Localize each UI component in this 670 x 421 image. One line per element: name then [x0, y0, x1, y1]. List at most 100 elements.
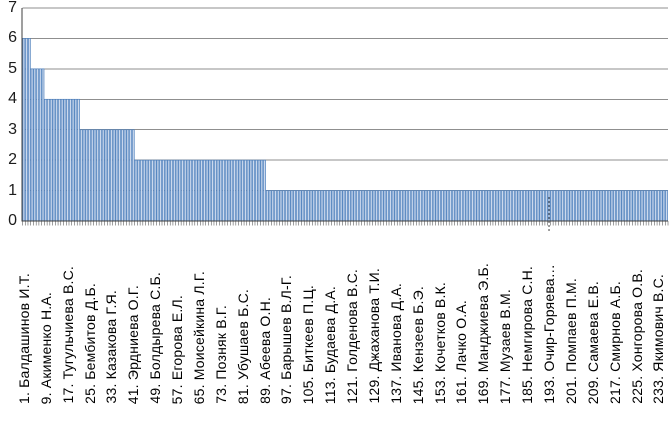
bar — [131, 129, 135, 222]
bar — [219, 159, 223, 222]
bar — [487, 190, 491, 222]
bar — [405, 190, 409, 222]
bar — [47, 98, 50, 222]
bar — [38, 68, 42, 222]
bar — [378, 190, 381, 222]
x-axis-tick-label: 169. Манджиева Э.Б. — [475, 262, 492, 404]
bar — [55, 98, 59, 222]
x-axis-tick-label: 33. Казакова Г.Я. — [103, 290, 120, 404]
bar — [77, 98, 80, 222]
bar — [118, 129, 121, 222]
bar — [28, 38, 31, 222]
bar — [33, 68, 37, 222]
x-axis-tick-label: 145. Кензеев Б.Э. — [409, 285, 426, 404]
bar — [151, 159, 154, 222]
x-axis-tick-label: 153. Кочетков В.К. — [431, 281, 448, 404]
bar — [514, 190, 518, 222]
bar — [93, 129, 97, 222]
bar — [599, 190, 603, 222]
bar — [211, 159, 214, 222]
bar — [449, 190, 452, 222]
bar — [41, 68, 45, 222]
x-axis-tick-label: 41. Эрдниева О.Г. — [125, 284, 142, 404]
bar — [479, 190, 482, 222]
bar — [383, 190, 387, 222]
bar — [594, 190, 597, 222]
bar — [607, 190, 611, 222]
bar — [216, 159, 220, 222]
bar — [172, 159, 176, 222]
bar — [473, 190, 477, 222]
y-axis-tick-label: 0 — [8, 212, 17, 229]
bar — [246, 159, 250, 222]
bar — [451, 190, 455, 222]
bar — [233, 159, 236, 222]
bar — [602, 190, 606, 222]
bar — [520, 190, 524, 222]
bar — [334, 190, 338, 222]
bar — [465, 190, 469, 222]
bar — [583, 190, 586, 222]
bar — [484, 190, 488, 222]
bar — [358, 190, 362, 222]
bar — [454, 190, 458, 222]
x-axis-tick-label: 209. Самаева Е.В. — [584, 280, 601, 404]
bar — [501, 190, 504, 222]
bar — [104, 129, 108, 222]
bar — [588, 190, 592, 222]
bar — [410, 190, 414, 222]
x-axis-tick-label: 137. Иванова Д.А. — [387, 283, 404, 404]
bar — [569, 190, 573, 222]
bar — [279, 190, 283, 222]
bar — [227, 159, 231, 222]
bar — [222, 159, 225, 222]
bar — [315, 190, 318, 222]
bar — [438, 190, 441, 222]
bar — [613, 190, 616, 222]
bar — [558, 190, 562, 222]
bar — [268, 190, 272, 222]
bar — [509, 190, 513, 222]
bar — [525, 190, 529, 222]
bar — [550, 190, 554, 222]
bar — [618, 190, 622, 222]
bar — [159, 159, 162, 222]
bar — [356, 190, 359, 222]
x-axis-tick-label: 73. Позняк В.Г. — [212, 305, 229, 404]
bar — [364, 190, 368, 222]
bar — [120, 129, 124, 222]
bar — [58, 98, 61, 222]
bar — [643, 190, 647, 222]
bar — [156, 159, 160, 222]
bar — [665, 190, 668, 222]
bar — [271, 190, 275, 222]
bar — [49, 98, 53, 222]
bar — [170, 159, 173, 222]
bar — [99, 129, 102, 222]
bar — [446, 190, 450, 222]
bar — [320, 190, 324, 222]
bar — [536, 190, 540, 222]
bar — [112, 129, 116, 222]
bar — [79, 129, 83, 222]
bar — [88, 129, 91, 222]
bar — [189, 159, 193, 222]
bar — [186, 159, 190, 222]
bar — [30, 68, 34, 222]
y-axis-tick-label: 4 — [8, 90, 17, 108]
bar — [350, 190, 354, 222]
bar — [44, 98, 48, 222]
bar — [654, 190, 658, 222]
bar — [572, 190, 575, 222]
bar — [512, 190, 515, 222]
bar — [96, 129, 100, 222]
bar — [523, 190, 526, 222]
bar — [181, 159, 184, 222]
bar — [503, 190, 507, 222]
bar — [577, 190, 581, 222]
bar — [441, 190, 444, 222]
bar — [230, 159, 234, 222]
bar — [257, 159, 261, 222]
bar — [145, 159, 149, 222]
